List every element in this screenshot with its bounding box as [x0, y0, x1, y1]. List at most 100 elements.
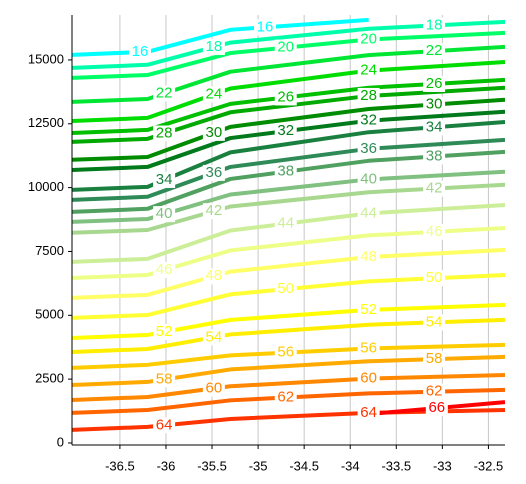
label-background [357, 370, 380, 387]
contour-line [72, 137, 505, 202]
contour-label: 44 [360, 204, 377, 221]
label-background [423, 270, 446, 287]
contour-label: 28 [360, 87, 377, 104]
label-background [423, 75, 446, 92]
contour-label: 38 [426, 147, 443, 164]
contour-label: 22 [426, 42, 443, 59]
contour-label: 58 [156, 370, 173, 387]
label-background [153, 262, 176, 279]
label-background [423, 43, 446, 60]
label-background [274, 123, 297, 140]
label-background [202, 39, 225, 56]
label-background [153, 371, 176, 388]
y-tick-label: 7500 [35, 243, 64, 258]
contour-label: 24 [360, 62, 377, 79]
contour-label: 20 [360, 30, 377, 47]
contour-label: 40 [156, 205, 173, 222]
label-background [423, 17, 446, 34]
contour-line [72, 373, 505, 403]
label-background [153, 206, 176, 223]
label-background [153, 125, 176, 142]
contour-line [72, 169, 505, 224]
axes: -36.5 -36 -35.5 -35 -34.5 -34 -33.5 -33 -32.5 0 25… [28, 15, 505, 473]
contour-line [72, 182, 505, 235]
label-background [423, 119, 446, 136]
label-background [202, 329, 225, 346]
contour-labels: 16 16 18 18 20 20 22 22 24 24 26 26 28 28 30 30 32 32 34 34… [128, 16, 448, 434]
contours [72, 17, 505, 432]
label-background [153, 323, 176, 340]
contour-label: 48 [360, 248, 377, 265]
contour-label: 22 [156, 85, 173, 102]
label-background [274, 344, 297, 361]
label-background [357, 404, 380, 421]
contour-line [72, 109, 505, 172]
label-background [274, 389, 297, 406]
contour-line [72, 17, 369, 57]
contour-label: 36 [206, 164, 223, 181]
contour-label: 52 [156, 323, 173, 340]
contour-line [72, 342, 505, 370]
contour-label: 28 [156, 124, 173, 141]
contour-label: 56 [277, 344, 294, 361]
contour-label: 54 [426, 313, 443, 330]
contour-label: 46 [426, 223, 443, 240]
contour-label: 24 [206, 85, 223, 102]
label-background [423, 148, 446, 165]
x-tick-label: -34.5 [289, 458, 319, 473]
x-tick-label: -36 [157, 458, 176, 473]
contour-label: 64 [360, 404, 377, 421]
contour-label: 62 [277, 389, 294, 406]
label-background [202, 124, 225, 141]
x-tick-label: -32.5 [474, 458, 504, 473]
contour-label: 62 [426, 383, 443, 400]
label-background [357, 62, 380, 79]
label-background [274, 281, 297, 298]
contour-line [72, 202, 505, 264]
x-tick-label: -33.5 [381, 458, 411, 473]
contour-label: 46 [156, 261, 173, 278]
label-background [153, 417, 176, 434]
contour-label: 64 [156, 416, 173, 433]
y-tick-label: 5000 [35, 307, 64, 322]
contour-label: 36 [360, 140, 377, 157]
contour-line [72, 30, 505, 80]
label-background [274, 39, 297, 56]
contour-label: 52 [360, 301, 377, 318]
contour-label: 42 [206, 202, 223, 219]
contour-label: 58 [426, 350, 443, 367]
contour-label: 18 [206, 38, 223, 55]
contour-label: 26 [277, 88, 294, 105]
label-background [357, 301, 380, 318]
contour-line [72, 119, 505, 192]
label-background [254, 19, 277, 36]
label-background [202, 268, 225, 285]
label-background [153, 85, 176, 102]
contour-label: 34 [426, 118, 443, 135]
x-tick-label: -35.5 [197, 458, 227, 473]
label-background [153, 171, 176, 188]
contour-label: 32 [360, 112, 377, 129]
contour-label: 54 [206, 328, 223, 345]
contour-line [72, 85, 505, 144]
label-background [274, 215, 297, 232]
contour-line [72, 19, 505, 70]
contour-line [72, 272, 505, 320]
label-background [202, 164, 225, 181]
x-tick-label: -34 [341, 458, 360, 473]
y-tick-label: 0 [57, 434, 64, 449]
contour-line [72, 302, 505, 341]
contour-label: 56 [360, 339, 377, 356]
contour-label: 42 [426, 180, 443, 197]
contour-line [72, 149, 505, 214]
y-tick-label: 12500 [28, 115, 64, 130]
contour-line [72, 317, 505, 355]
contour-label: 30 [426, 96, 443, 113]
label-background [425, 400, 448, 417]
x-tick-label: -35 [249, 458, 268, 473]
contour-line [72, 97, 505, 162]
contour-line [72, 387, 505, 415]
y-tick-label: 15000 [28, 51, 64, 66]
contour-label: 60 [360, 370, 377, 387]
contour-line [72, 44, 505, 104]
